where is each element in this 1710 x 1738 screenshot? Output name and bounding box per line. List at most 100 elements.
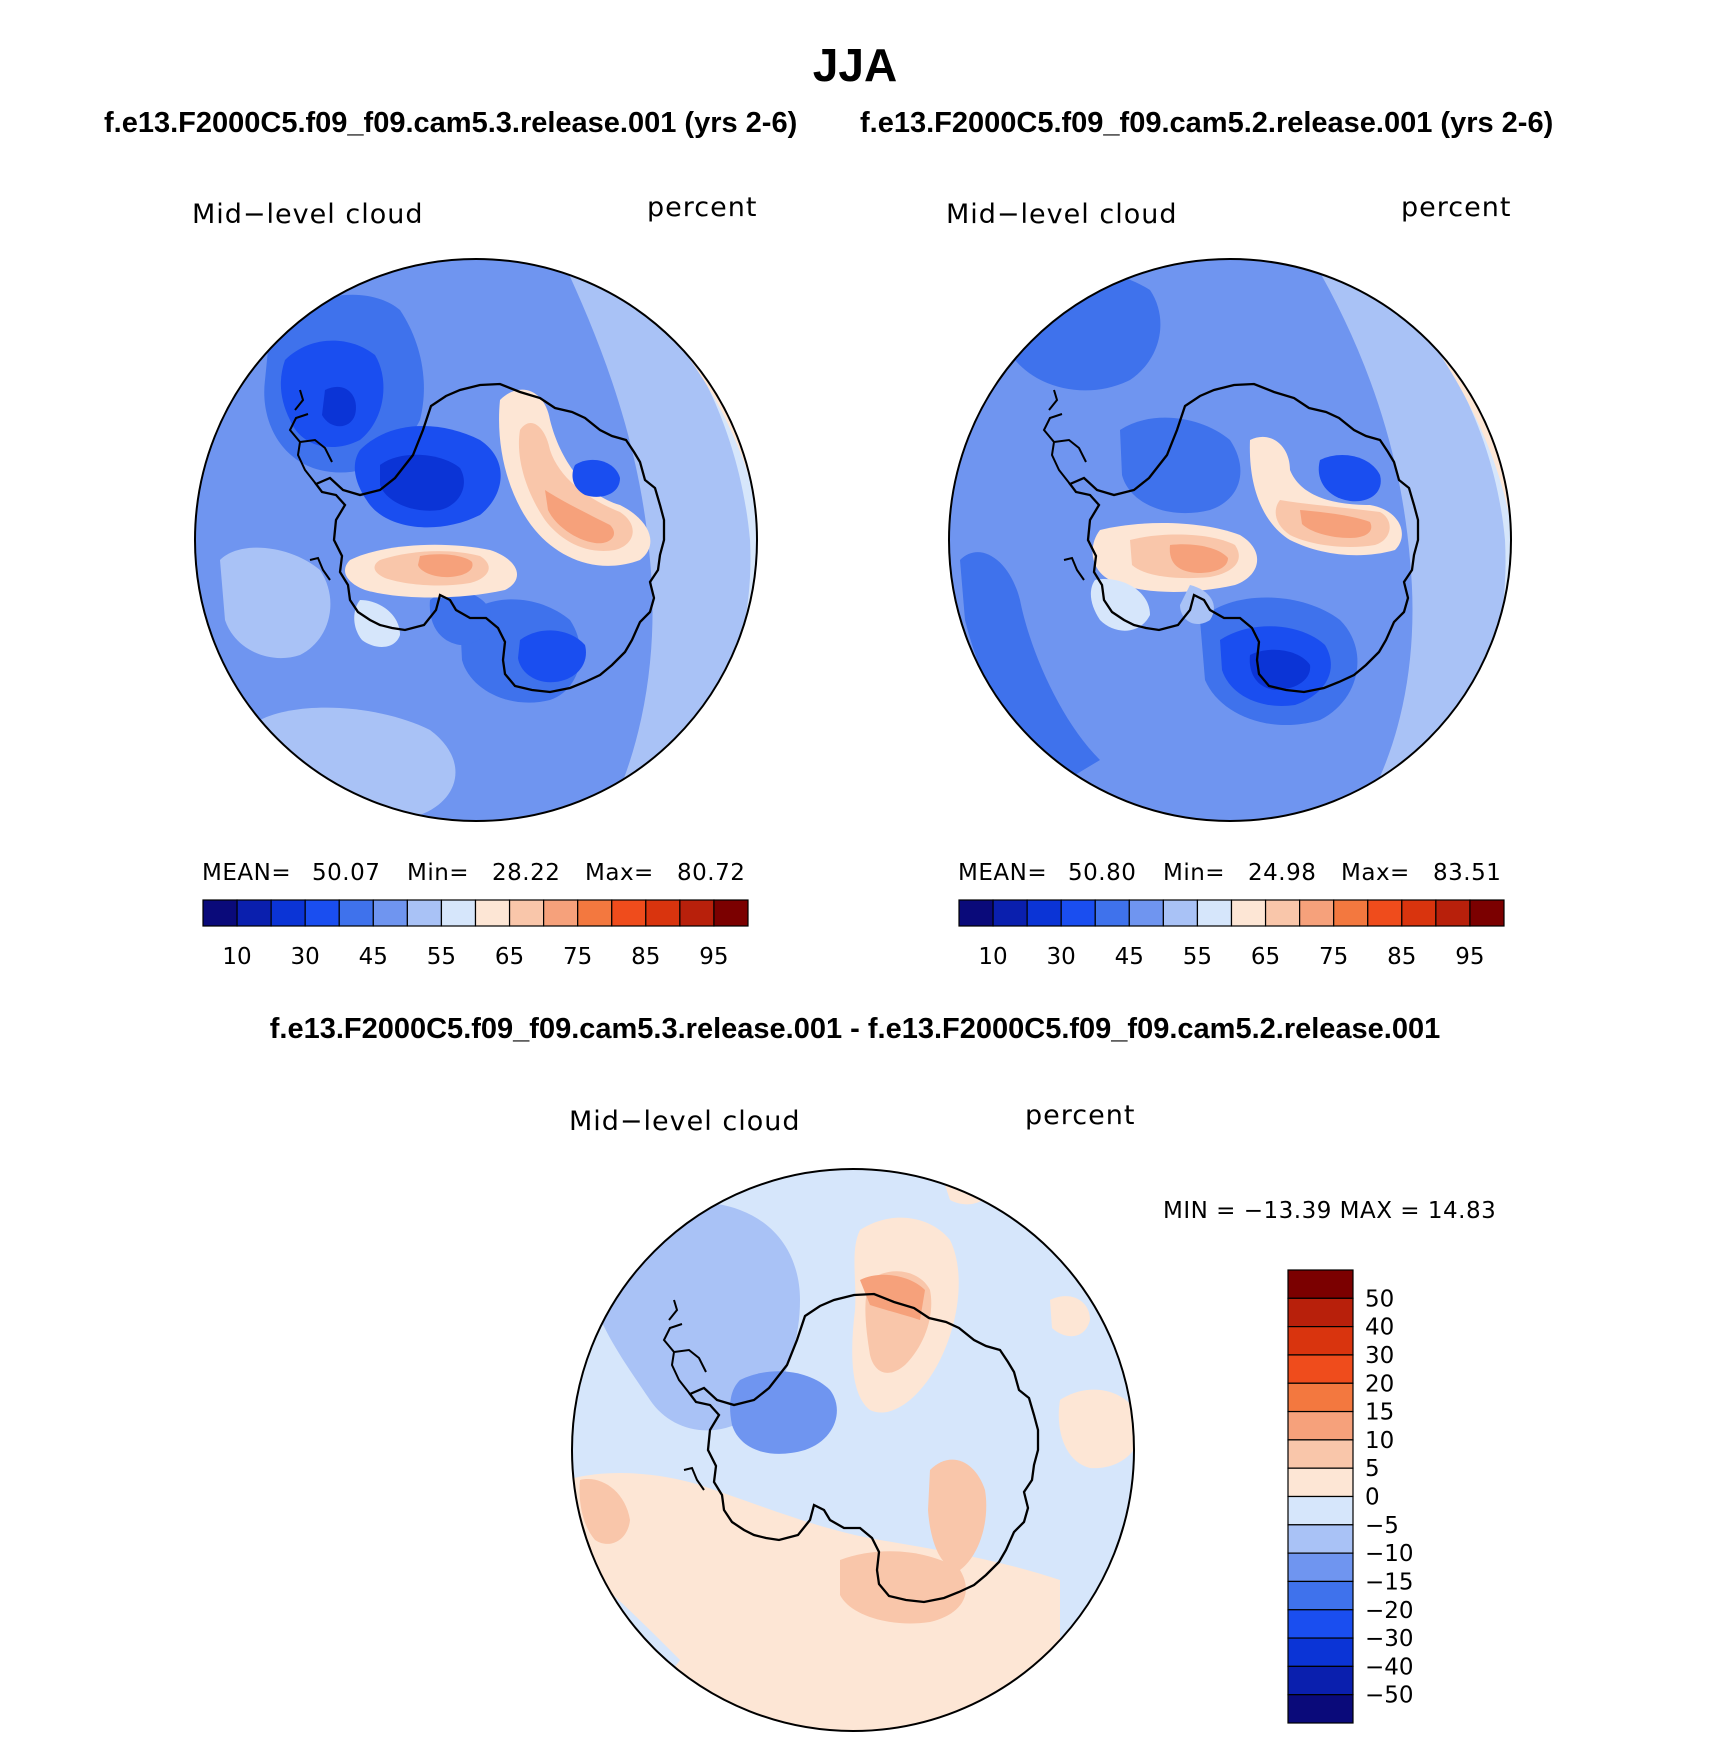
panel2-min-value: 24.98	[1248, 860, 1317, 886]
panel2-colorbar-swatch-8	[1230, 899, 1267, 927]
panel2-colorbar-swatch-14	[1435, 899, 1471, 927]
panel2-colorbar-swatch-4	[1094, 899, 1130, 927]
panel1-colorbar-tick-65: 65	[495, 944, 524, 970]
panel3-colorbar-tick-4: 15	[1365, 1400, 1394, 1426]
panel2-colorbar-tick-65: 65	[1251, 944, 1280, 970]
panel2-colorbar-tick-95: 95	[1455, 944, 1484, 970]
panel2-min-label: Min=	[1163, 860, 1226, 886]
panel2-colorbar-swatch-7	[1196, 899, 1233, 927]
panel1-colorbar: 10 30 45 55 65 75 85 95	[202, 899, 749, 970]
panel2-colorbar-swatch-9	[1264, 899, 1301, 927]
panel3-colorbar-swatch-8	[1287, 1495, 1354, 1526]
figure-title: JJA	[812, 39, 898, 91]
panel1-colorbar-swatch-2	[270, 899, 306, 927]
panel3-colorbar-swatch-1	[1287, 1297, 1354, 1328]
panel1-colorbar-tick-45: 45	[359, 944, 388, 970]
panel1-colorbar-swatch-15	[713, 899, 749, 927]
panel2-colorbar-swatch-5	[1128, 899, 1164, 927]
right-subtitle: f.e13.F2000C5.f09_f09.cam5.2.release.001…	[860, 107, 1554, 139]
panel3-colorbar-swatch-10	[1287, 1552, 1354, 1583]
panel1-min-value: 28.22	[492, 860, 561, 886]
panel3-colorbar-tick-12: −30	[1365, 1626, 1414, 1652]
panel3-colorbar-tick-10: −15	[1365, 1569, 1414, 1595]
left-subtitle: f.e13.F2000C5.f09_f09.cam5.3.release.001…	[104, 107, 798, 139]
panel1-colorbar-swatch-5	[372, 899, 408, 927]
panel1-colorbar-swatch-1	[236, 899, 272, 927]
panel1-max-label: Max=	[585, 860, 654, 886]
panel3-colorbar-swatch-5	[1287, 1410, 1354, 1441]
panel2-peninsula	[1042, 389, 1087, 581]
panel1-colorbar-swatch-14	[679, 899, 715, 927]
panel1-variable: Mid−level cloud	[192, 199, 424, 230]
panel1-colorbar-swatch-10	[543, 899, 579, 927]
panel3-variable: Mid−level cloud	[569, 1106, 801, 1137]
panel2-colorbar-swatch-12	[1367, 899, 1403, 927]
panel3-colorbar-tick-7: 0	[1365, 1485, 1380, 1511]
panel3-colorbar-tick-11: −20	[1365, 1598, 1414, 1624]
panel1-map-border	[194, 258, 758, 822]
panel2-colorbar-swatch-0	[958, 899, 994, 927]
panel2-colorbar-tick-85: 85	[1387, 944, 1416, 970]
panel2-colorbar-swatch-10	[1299, 899, 1335, 927]
panel1-colorbar-swatch-9	[508, 899, 545, 927]
panel1-colorbar-swatch-3	[304, 899, 340, 927]
panel3-colorbar-swatch-3	[1287, 1354, 1354, 1384]
panel1-peninsula	[288, 389, 333, 581]
panel2-colorbar-tick-55: 55	[1183, 944, 1212, 970]
panel3-colorbar-tick-8: −5	[1365, 1513, 1399, 1539]
panel2-colorbar-swatch-6	[1162, 899, 1199, 927]
panel1-colorbar-swatch-11	[577, 899, 613, 927]
panel2-colorbar-swatch-11	[1333, 899, 1369, 927]
panel1-antarctica-coastline	[314, 382, 666, 694]
panel2-colorbar-swatch-13	[1401, 899, 1437, 927]
panel1-units: percent	[647, 192, 758, 223]
panel2-mean-label: MEAN=	[958, 860, 1048, 886]
panel2-max-value: 83.51	[1433, 860, 1502, 886]
panel3-colorbar-swatch-14	[1287, 1665, 1354, 1696]
panel3-colorbar-swatch-15	[1287, 1694, 1354, 1724]
panel3-colorbar-swatch-12	[1287, 1609, 1354, 1639]
panel3-colorbar-tick-1: 40	[1365, 1315, 1394, 1341]
panel3-colorbar-swatch-6	[1287, 1439, 1354, 1469]
panel3-colorbar-tick-14: −50	[1365, 1683, 1414, 1709]
panel2-colorbar: 10 30 45 55 65 75 85 95	[958, 899, 1505, 970]
panel1-max-value: 80.72	[677, 860, 746, 886]
panel3-colorbar-swatch-9	[1287, 1524, 1354, 1554]
panel3-colorbar-swatch-4	[1287, 1382, 1354, 1413]
panel1-colorbar-swatch-7	[440, 899, 477, 927]
panel3-colorbar-swatch-11	[1287, 1580, 1354, 1611]
panel2-antarctica-coastline	[1068, 382, 1420, 694]
panel2-colorbar-tick-10: 10	[978, 944, 1007, 970]
panel3-peninsula	[662, 1299, 707, 1491]
panel2-colorbar-swatch-2	[1026, 899, 1062, 927]
panel3-map-border	[571, 1168, 1135, 1732]
panel1-colorbar-tick-55: 55	[427, 944, 456, 970]
panel2-colorbar-swatch-15	[1469, 899, 1505, 927]
panel1-mean-value: 50.07	[312, 860, 381, 886]
panel2-colorbar-tick-30: 30	[1047, 944, 1076, 970]
panel1-colorbar-tick-75: 75	[563, 944, 592, 970]
panel1-colorbar-tick-95: 95	[699, 944, 728, 970]
panel1-colorbar-swatch-13	[645, 899, 681, 927]
panel2-map-border	[948, 258, 1512, 822]
panel1-colorbar-tick-30: 30	[291, 944, 320, 970]
panel2-units: percent	[1401, 192, 1512, 223]
panel2-mean-value: 50.80	[1068, 860, 1137, 886]
panel1-colorbar-tick-10: 10	[222, 944, 251, 970]
panel3-minmax: MIN = −13.39 MAX = 14.83	[1163, 1198, 1497, 1224]
panel1-colorbar-swatch-12	[611, 899, 647, 927]
panel1-colorbar-tick-85: 85	[631, 944, 660, 970]
panel1-mean-label: MEAN=	[202, 860, 292, 886]
panel1-colorbar-swatch-4	[338, 899, 374, 927]
panel3-colorbar-tick-13: −40	[1365, 1654, 1414, 1680]
difference-title: f.e13.F2000C5.f09_f09.cam5.3.release.001…	[269, 1013, 1441, 1045]
panel3-map	[572, 1169, 1134, 1731]
panel2-colorbar-tick-75: 75	[1319, 944, 1348, 970]
panel2-colorbar-swatch-1	[992, 899, 1028, 927]
panel2-colorbar-tick-45: 45	[1115, 944, 1144, 970]
panel3-antarctica-coastline	[688, 1292, 1040, 1604]
panel3-colorbar-tick-9: −10	[1365, 1541, 1414, 1567]
panel3-colorbar-swatch-0	[1287, 1269, 1354, 1299]
